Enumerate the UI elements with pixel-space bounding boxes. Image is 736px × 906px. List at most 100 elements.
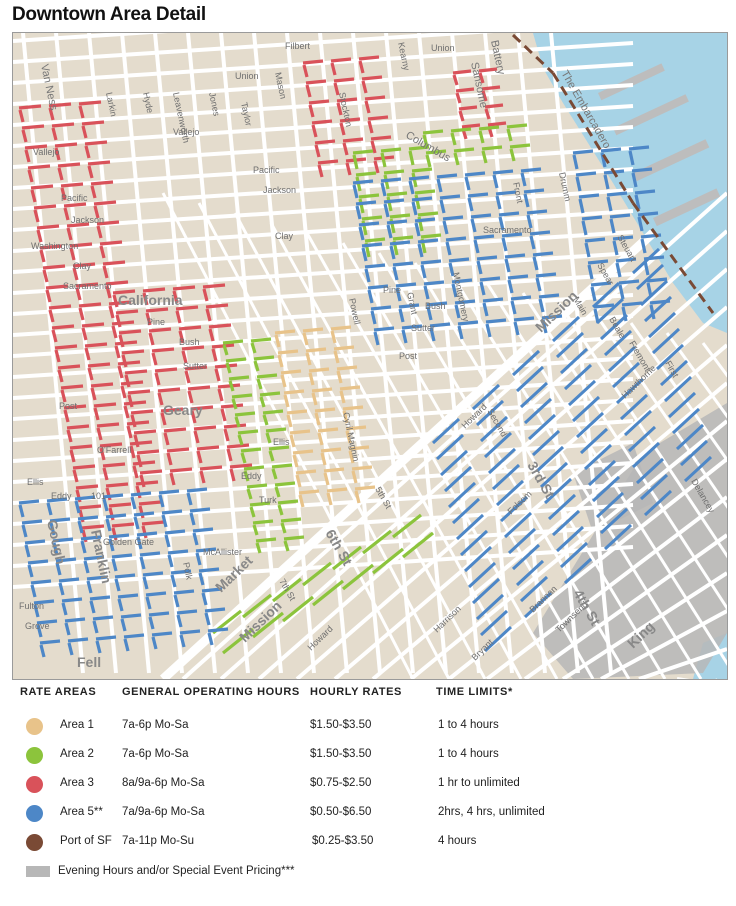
area5-meter <box>464 171 486 177</box>
area5-meter <box>628 150 635 166</box>
area3-meter <box>30 189 37 203</box>
area-name: Area 1 <box>60 719 94 731</box>
area3-meter <box>99 447 106 461</box>
area3-meter <box>361 75 383 81</box>
area5-meter <box>535 445 565 473</box>
area5-meter <box>83 555 105 561</box>
area5-meter <box>447 481 477 509</box>
area5-meter <box>515 365 545 393</box>
area5-meter <box>600 147 622 153</box>
area5-meter <box>492 169 514 175</box>
area3-meter <box>75 484 99 490</box>
area5-meter <box>102 498 109 512</box>
area2-meter <box>271 468 278 480</box>
area2-meter <box>237 429 259 435</box>
label-clay-2: Clay <box>275 231 294 241</box>
area2-meter <box>411 167 433 173</box>
area5-meter <box>198 572 205 586</box>
area5-meter <box>511 543 541 571</box>
area5-meter <box>606 191 628 197</box>
area1-meter <box>305 352 312 366</box>
area5-meter <box>383 198 405 204</box>
area5-meter <box>451 497 481 525</box>
area5-meter <box>483 625 513 653</box>
street <box>21 33 85 674</box>
area1-meter <box>333 345 355 351</box>
area3-meter <box>178 325 202 331</box>
area5-meter <box>27 564 34 578</box>
area3-meter <box>305 79 327 85</box>
area5-meter <box>139 551 161 557</box>
area3-meter <box>117 365 124 379</box>
area5-meter <box>52 542 59 556</box>
area3-meter <box>458 105 478 111</box>
area1-meter <box>342 405 364 411</box>
label-pine: Pine <box>147 317 165 327</box>
area5-meter <box>173 594 180 608</box>
area2-meter <box>481 145 503 151</box>
area5-meter <box>473 239 480 254</box>
area1-meter <box>277 349 299 355</box>
area5-meter <box>578 193 600 199</box>
area5-meter <box>587 459 617 487</box>
area5-meter <box>541 314 563 320</box>
area2-meter <box>361 215 383 221</box>
area3-meter <box>208 323 232 329</box>
street <box>557 302 727 559</box>
area1-meter <box>274 334 281 348</box>
area5-meter <box>80 535 102 541</box>
area1-meter <box>351 465 373 471</box>
area5-meter <box>640 238 647 254</box>
area3-meter <box>478 67 498 73</box>
area3-meter <box>126 420 150 426</box>
area5-meter <box>142 576 149 590</box>
map-canvas[interactable]: Van Ness Filbert Union Union Larkin Hyde… <box>13 33 727 679</box>
area1-meter <box>345 430 352 444</box>
area3-meter <box>217 388 224 402</box>
area3-meter <box>112 289 136 295</box>
area2-swatch <box>26 747 43 764</box>
map[interactable]: Van Ness Filbert Union Union Larkin Hyde… <box>12 32 728 680</box>
area2-meter <box>358 198 365 214</box>
area5-meter <box>439 199 446 214</box>
area3-meter <box>139 469 163 475</box>
area5-meter <box>411 196 433 202</box>
area5-meter <box>439 194 461 200</box>
area5-meter <box>501 232 523 238</box>
area5-meter <box>445 241 452 256</box>
area5-meter <box>618 284 625 300</box>
area5-meter <box>646 277 668 283</box>
area5-meter <box>599 313 629 341</box>
area1-meter <box>308 372 315 386</box>
area3-meter <box>196 450 203 464</box>
area2-meter <box>242 593 272 619</box>
area3-meter <box>121 349 145 355</box>
area3-meter <box>54 147 61 161</box>
area5-meter <box>436 173 458 179</box>
area5-meter <box>130 496 137 510</box>
area5-meter <box>429 327 436 342</box>
area5-meter <box>435 433 465 461</box>
area3-meter <box>124 374 131 388</box>
area5-meter <box>513 321 520 336</box>
area3-meter <box>90 387 97 401</box>
area3-meter <box>108 300 132 306</box>
area2-meter <box>283 540 290 552</box>
area3-meter <box>226 443 250 449</box>
area5-meter <box>485 318 507 324</box>
legend-header-areas: RATE AREAS <box>20 686 97 698</box>
label-turk: Turk <box>259 495 277 505</box>
area1-meter <box>320 452 327 466</box>
area5-meter <box>204 607 226 613</box>
area2-meter <box>249 506 256 518</box>
area3-meter <box>51 329 58 343</box>
street <box>341 242 595 679</box>
area2-meter <box>234 416 241 428</box>
street <box>450 33 514 674</box>
label-vallejo-2: Vallejo <box>173 127 199 137</box>
area3-meter <box>311 119 333 125</box>
area3-meter <box>193 425 217 431</box>
area3-meter <box>208 328 215 342</box>
area2-meter <box>243 470 250 482</box>
label-bush: Bush <box>179 337 200 347</box>
